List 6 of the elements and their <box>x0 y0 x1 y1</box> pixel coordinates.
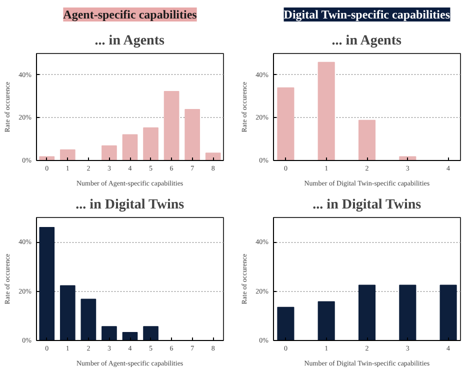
chart-title: ... in Digital Twins <box>76 198 185 212</box>
chart-subtitle: ... in Agents <box>332 34 402 48</box>
chart-subtitle: ... in Agents <box>94 34 165 48</box>
chart-title: Digital Twin-specific capabilities <box>284 8 450 22</box>
chart-title: ... in Digital Twins <box>312 198 422 212</box>
chart-title: Agent-specific capabilities <box>63 8 198 22</box>
